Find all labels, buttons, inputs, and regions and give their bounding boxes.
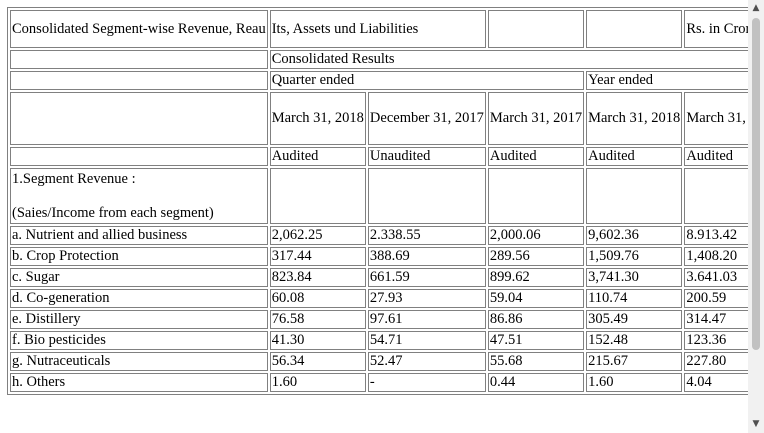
period-row: Quarter ended Year ended xyxy=(10,71,748,90)
value-cell: 200.59 xyxy=(684,289,748,308)
value-cell: 305.49 xyxy=(586,310,683,329)
table-row: e. Distillery 76.58 97.61 86.86 305.49 314.47 xyxy=(10,310,748,329)
value-cell: 661.59 xyxy=(367,268,486,287)
empty-cell xyxy=(367,168,486,224)
column-date: March 31, 2017 xyxy=(684,92,748,145)
value-cell: 8.913.42 xyxy=(684,226,748,245)
quarter-ended-label: Quarter ended xyxy=(269,71,585,90)
empty-cell xyxy=(487,10,585,48)
audit-status: Audited xyxy=(487,147,585,166)
scroll-up-icon[interactable]: ▲ xyxy=(752,3,760,13)
empty-cell xyxy=(487,168,585,224)
value-cell: 1.60 xyxy=(269,373,366,392)
value-cell: 0.44 xyxy=(487,373,585,392)
column-date: March 31, 2018 xyxy=(586,92,683,145)
empty-cell xyxy=(586,10,683,48)
row-label: f. Bio pesticides xyxy=(10,331,268,350)
value-cell: 55.68 xyxy=(487,352,585,371)
value-cell: 97.61 xyxy=(367,310,486,329)
row-label: h. Others xyxy=(10,373,268,392)
empty-cell xyxy=(10,92,268,145)
value-cell: 2,062.25 xyxy=(269,226,366,245)
value-cell: 3,741.30 xyxy=(586,268,683,287)
value-cell: 27.93 xyxy=(367,289,486,308)
consolidated-results-label: Consolidated Results xyxy=(269,50,748,69)
segment-rows: a. Nutrient and allied business 2,062.25 2… xyxy=(10,226,748,392)
value-cell: 60.08 xyxy=(269,289,366,308)
value-cell: 54.71 xyxy=(367,331,486,350)
value-cell: 227.80 xyxy=(684,352,748,371)
table-row: h. Others 1.60-0.44 1.60 4.04 xyxy=(10,373,748,392)
empty-cell xyxy=(684,168,748,224)
document-viewport: Consolidated Segment-wise Revenue, Reau … xyxy=(7,7,748,395)
table-row: f. Bio pesticides 41.30 54.71 47.51 152.48 12… xyxy=(10,331,748,350)
column-date: December 31, 2017 xyxy=(367,92,486,145)
empty-cell xyxy=(10,50,268,69)
row-label: c. Sugar xyxy=(10,268,268,287)
empty-cell xyxy=(586,168,683,224)
section-subtitle: (Saies/Income from each segment) xyxy=(12,204,214,221)
empty-cell xyxy=(10,147,268,166)
row-label: b. Crop Protection xyxy=(10,247,268,266)
section-header-row: 1.Segment Revenue : (Saies/Income from e… xyxy=(10,168,748,224)
value-cell: 47.51 xyxy=(487,331,585,350)
empty-cell xyxy=(10,71,268,90)
audit-status: Audited xyxy=(684,147,748,166)
value-cell: 823.84 xyxy=(269,268,366,287)
value-cell: 152.48 xyxy=(586,331,683,350)
section-header: 1.Segment Revenue : (Saies/Income from e… xyxy=(10,168,268,224)
dates-row: March 31, 2018 December 31, 2017 March 3… xyxy=(10,92,748,145)
table-row: c. Sugar 823.84 661.59 899.62 3,741.30 3.641.… xyxy=(10,268,748,287)
year-ended-label: Year ended xyxy=(586,71,748,90)
value-cell: - xyxy=(367,373,486,392)
value-cell: 4.04 xyxy=(684,373,748,392)
table-row: d. Co-generation 60.08 27.93 59.04 110.74 200… xyxy=(10,289,748,308)
value-cell: 56.34 xyxy=(269,352,366,371)
consolidated-row: Consolidated Results xyxy=(10,50,748,69)
value-cell: 314.47 xyxy=(684,310,748,329)
scroll-thumb[interactable] xyxy=(752,18,760,350)
audit-status: Audited xyxy=(269,147,366,166)
table-row: a. Nutrient and allied business 2,062.25 2… xyxy=(10,226,748,245)
value-cell: 2.338.55 xyxy=(367,226,486,245)
audit-status-row: Audited Unaudited Audited Audited Audite… xyxy=(10,147,748,166)
table-row: b. Crop Protection 317.44 388.69 289.56 1,50… xyxy=(10,247,748,266)
value-cell: 1,408.20 xyxy=(684,247,748,266)
value-cell: 215.67 xyxy=(586,352,683,371)
report-subtitle: Its, Assets und Liabilities xyxy=(269,10,486,48)
report-title: Consolidated Segment-wise Revenue, Reau xyxy=(10,10,268,48)
value-cell: 388.69 xyxy=(367,247,486,266)
value-cell: 86.86 xyxy=(487,310,585,329)
value-cell: 1,509.76 xyxy=(586,247,683,266)
section-title: 1.Segment Revenue : xyxy=(12,170,136,187)
row-label: e. Distillery xyxy=(10,310,268,329)
unit-label: Rs. in Crore xyxy=(684,10,748,48)
value-cell: 9,602.36 xyxy=(586,226,683,245)
value-cell: 59.04 xyxy=(487,289,585,308)
row-label: g. Nutraceuticals xyxy=(10,352,268,371)
value-cell: 52.47 xyxy=(367,352,486,371)
audit-status: Audited xyxy=(586,147,683,166)
column-date: March 31, 2017 xyxy=(487,92,585,145)
column-date: March 31, 2018 xyxy=(269,92,366,145)
value-cell: 123.36 xyxy=(684,331,748,350)
value-cell: 3.641.03 xyxy=(684,268,748,287)
value-cell: 41.30 xyxy=(269,331,366,350)
table-row: g. Nutraceuticals 56.34 52.47 55.68 215.67 22… xyxy=(10,352,748,371)
value-cell: 110.74 xyxy=(586,289,683,308)
value-cell: 76.58 xyxy=(269,310,366,329)
value-cell: 2,000.06 xyxy=(487,226,585,245)
audit-status: Unaudited xyxy=(367,147,486,166)
row-label: a. Nutrient and allied business xyxy=(10,226,268,245)
row-label: d. Co-generation xyxy=(10,289,268,308)
vertical-scrollbar[interactable]: ▲ ▼ xyxy=(748,0,764,433)
empty-cell xyxy=(269,168,366,224)
value-cell: 317.44 xyxy=(269,247,366,266)
value-cell: 899.62 xyxy=(487,268,585,287)
title-row: Consolidated Segment-wise Revenue, Reau … xyxy=(10,10,748,48)
scroll-down-icon[interactable]: ▼ xyxy=(752,419,760,429)
value-cell: 289.56 xyxy=(487,247,585,266)
segment-revenue-table: Consolidated Segment-wise Revenue, Reau … xyxy=(7,7,748,395)
value-cell: 1.60 xyxy=(586,373,683,392)
